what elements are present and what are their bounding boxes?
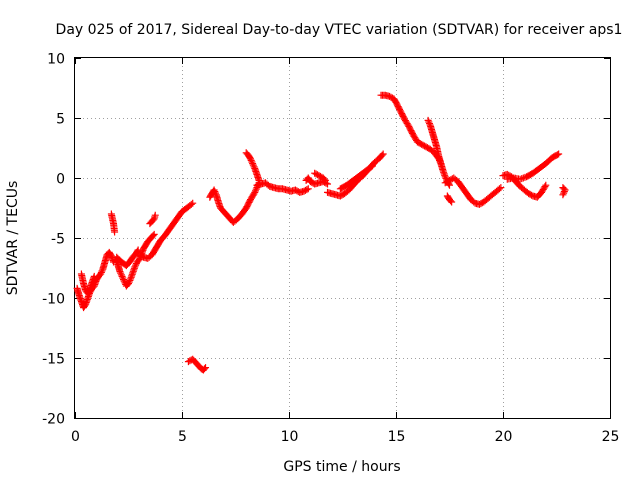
data-point	[441, 173, 449, 181]
y-axis-label: SDTVAR / TECUs	[5, 181, 21, 296]
data-point	[210, 186, 218, 194]
data-point	[151, 211, 159, 219]
data-point	[324, 180, 332, 188]
data-point	[541, 183, 549, 191]
x-tick-label: 20	[495, 429, 513, 445]
data-point	[367, 163, 375, 171]
data-point	[250, 190, 258, 198]
data-point	[187, 200, 195, 208]
y-tick-label: 5	[56, 112, 65, 128]
data-point	[133, 247, 141, 255]
x-axis-label: GPS time / hours	[283, 459, 400, 475]
data-point	[189, 199, 197, 207]
data-point	[255, 176, 263, 184]
data-point	[555, 150, 563, 158]
data-point	[132, 261, 140, 269]
data-point	[126, 276, 134, 284]
data-point	[85, 286, 93, 294]
data-point	[250, 163, 258, 171]
data-point	[447, 197, 455, 205]
data-point	[425, 118, 433, 126]
x-tick-label: 25	[602, 429, 620, 445]
data-point	[320, 175, 328, 183]
data-point	[303, 186, 311, 194]
y-tick-label: -20	[42, 412, 65, 428]
data-point	[150, 230, 158, 238]
data-point	[321, 176, 329, 184]
data-point	[117, 269, 125, 277]
data-point	[134, 246, 142, 254]
data-point	[85, 288, 93, 296]
data-point	[553, 151, 561, 159]
data-point	[202, 364, 210, 372]
data-point	[125, 280, 132, 288]
data-point	[119, 274, 127, 282]
y-tick-label: 0	[56, 172, 65, 188]
data-point	[304, 185, 312, 193]
y-tick-label: -15	[42, 352, 65, 368]
data-point	[98, 267, 106, 275]
y-tick-label: 10	[47, 52, 65, 68]
data-point	[97, 268, 105, 276]
data-point	[125, 278, 133, 286]
data-point	[212, 189, 220, 197]
y-axis: -20 -15 -10 -5 0 5 10	[42, 52, 610, 428]
data-point	[149, 232, 157, 240]
data-point	[84, 289, 92, 297]
data-point	[378, 151, 386, 159]
data-series	[73, 91, 569, 374]
y-tick-label: -10	[42, 292, 65, 308]
x-tick-label: 5	[178, 429, 187, 445]
data-point	[426, 120, 434, 128]
data-point	[368, 162, 376, 170]
x-tick-label: 0	[71, 429, 80, 445]
data-point	[111, 228, 119, 236]
data-point	[495, 185, 503, 193]
data-point	[542, 181, 550, 189]
data-point	[131, 263, 139, 271]
data-point	[120, 276, 128, 284]
data-point	[90, 272, 98, 280]
data-point	[251, 188, 259, 196]
x-tick-label: 15	[388, 429, 406, 445]
data-point	[247, 156, 255, 164]
y-tick-label: -5	[51, 232, 65, 248]
data-point	[561, 186, 569, 194]
chart-title: Day 025 of 2017, Sidereal Day-to-day VTE…	[56, 22, 623, 38]
data-point	[249, 161, 257, 169]
data-point	[97, 270, 105, 278]
data-point	[118, 272, 126, 280]
data-point	[559, 191, 567, 199]
data-point	[117, 271, 125, 279]
data-point	[252, 185, 260, 193]
data-point	[379, 150, 387, 158]
data-point	[149, 216, 157, 224]
x-tick-label: 10	[281, 429, 299, 445]
plot-frame	[74, 57, 611, 419]
data-point	[560, 189, 568, 197]
data-point	[448, 198, 456, 206]
x-axis: 0 5 10 15 20 25	[71, 58, 619, 445]
data-point	[200, 365, 208, 373]
data-point	[424, 116, 432, 124]
data-point	[497, 184, 505, 192]
data-point	[560, 188, 568, 196]
data-point	[249, 160, 257, 168]
data-point	[251, 187, 259, 195]
data-point	[116, 268, 124, 276]
data-point	[248, 158, 256, 166]
data-point	[120, 277, 128, 285]
grid-lines	[75, 58, 610, 418]
data-point	[246, 155, 254, 163]
data-point	[211, 188, 219, 196]
